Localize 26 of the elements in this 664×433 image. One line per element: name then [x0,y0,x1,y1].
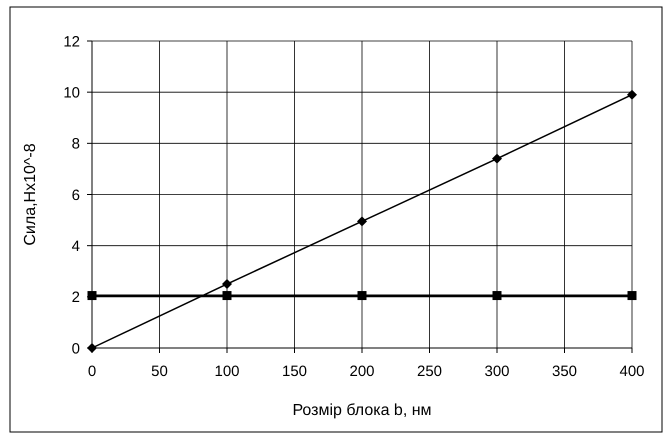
y-axis-title: Сила,Нх10^-8 [22,143,39,246]
y-tick-label: 2 [72,289,80,306]
x-tick-label: 250 [416,363,442,380]
x-tick-label: 50 [151,363,168,380]
x-tick-label: 200 [349,363,375,380]
x-tick-label: 0 [88,363,96,380]
x-tick-label: 400 [619,363,645,380]
y-tick-label: 6 [72,186,80,204]
x-tick-label: 350 [552,363,578,380]
x-tick-label: 300 [484,363,510,380]
y-tick-label: 12 [63,33,80,50]
y-tick-label: 4 [72,238,80,255]
x-axis-title: Розмір блока b, нм [292,402,432,419]
x-tick-label: 150 [282,363,308,380]
point [628,291,636,300]
point [222,291,232,300]
y-tick-label: 0 [72,340,80,358]
point [222,279,232,290]
point [357,216,367,226]
point [627,90,637,100]
x-tick-label: 100 [214,363,240,380]
y-tick-label: 8 [72,136,80,153]
point [492,154,502,164]
y-tick-label: 10 [63,84,80,102]
point [358,291,366,300]
point [492,291,502,300]
